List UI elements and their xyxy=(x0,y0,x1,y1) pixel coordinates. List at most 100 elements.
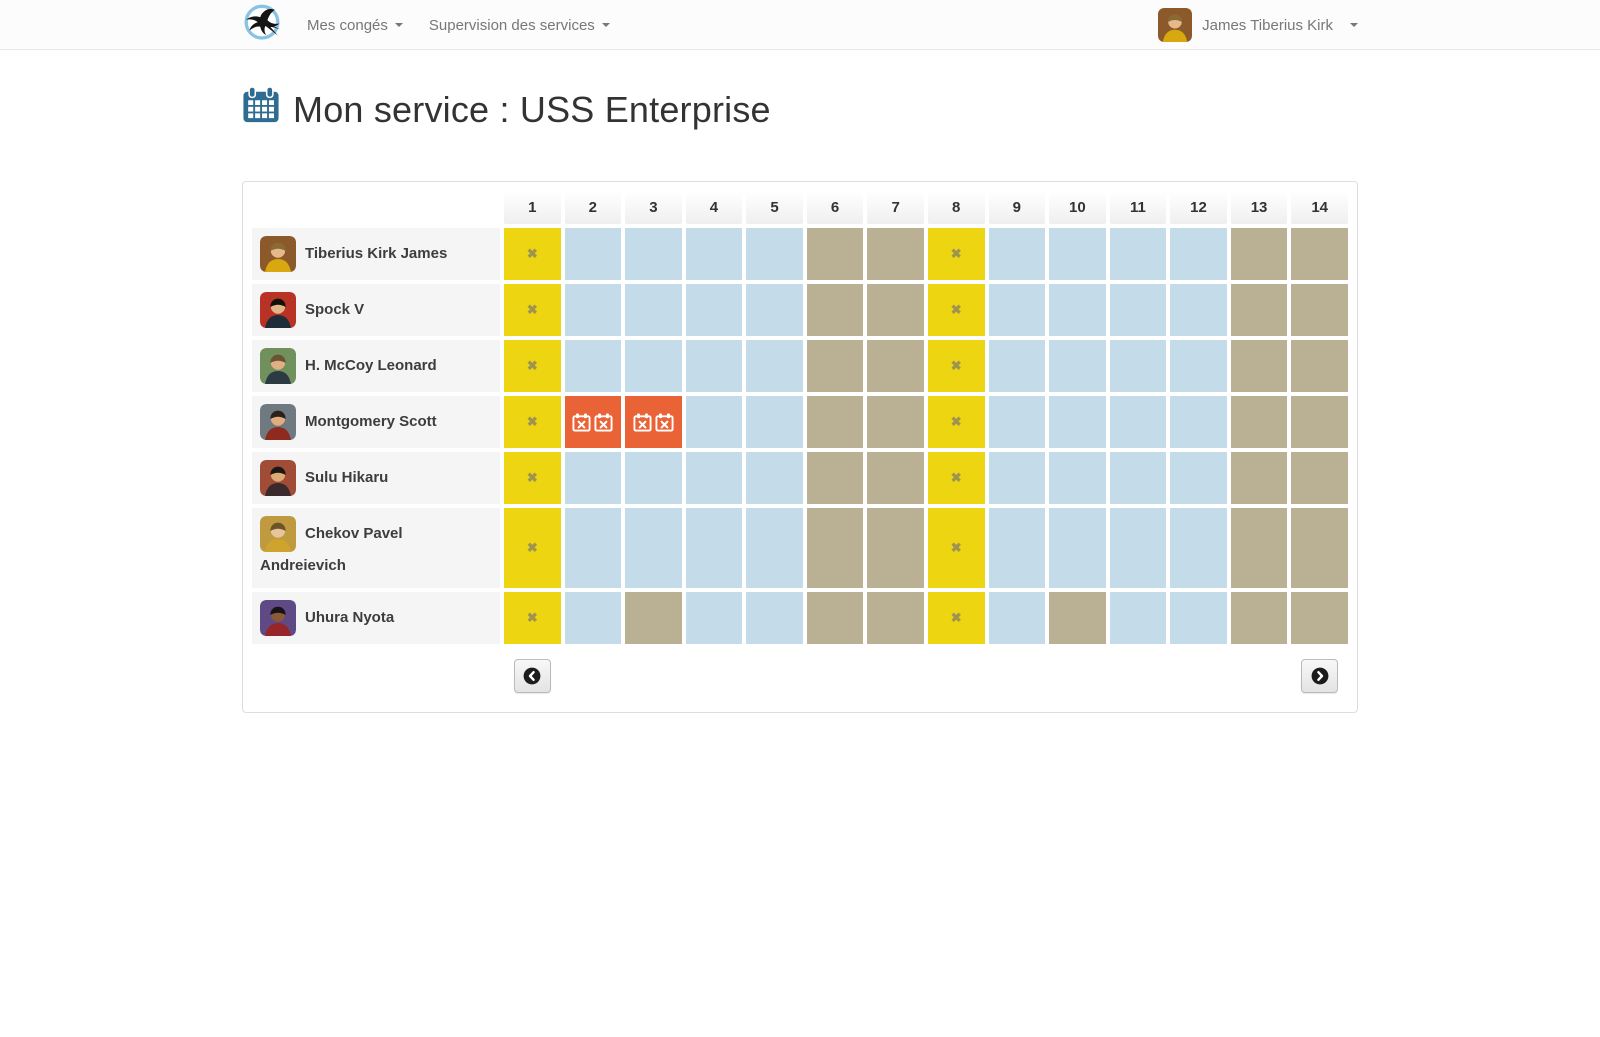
x-mark-icon: ✖ xyxy=(950,246,962,261)
member-name-label: Tiberius Kirk James xyxy=(305,244,448,262)
cell-h-mccoy-leonard-day-3 xyxy=(625,340,682,392)
cell-sulu-hikaru-day-13 xyxy=(1230,452,1288,504)
empty-cell xyxy=(928,648,985,703)
cell-montgomery-scott-day-9 xyxy=(988,396,1046,448)
cell-sulu-hikaru-day-5 xyxy=(746,452,803,504)
cell-montgomery-scott-day-7 xyxy=(867,396,924,448)
cell-sulu-hikaru-day-7 xyxy=(867,452,924,504)
menu-supervision-label: Supervision des services xyxy=(428,16,595,34)
cell-montgomery-scott-day-4 xyxy=(685,396,743,448)
pager-next-cell xyxy=(1291,648,1348,703)
cell-montgomery-scott-day-10 xyxy=(1049,396,1106,448)
day-header-4: 4 xyxy=(685,191,743,224)
cell-spock-v-day-4 xyxy=(685,284,743,336)
member-name-cell: Uhura Nyota xyxy=(252,592,500,644)
cell-tiberius-kirk-james-day-3 xyxy=(625,228,682,280)
empty-cell xyxy=(252,648,500,703)
x-mark-icon: ✖ xyxy=(950,540,962,555)
cell-spock-v-day-10 xyxy=(1049,284,1106,336)
cell-chekov-pavel-andreievich-day-11 xyxy=(1109,508,1167,588)
prev-page-button[interactable] xyxy=(513,659,551,693)
cell-sulu-hikaru-day-4 xyxy=(685,452,743,504)
cell-h-mccoy-leonard-day-10 xyxy=(1049,340,1106,392)
member-row: Montgomery Scott ✖ ✖ xyxy=(252,396,1348,448)
member-name-label: Uhura Nyota xyxy=(305,608,395,626)
cell-montgomery-scott-day-1: ✖ xyxy=(504,396,561,448)
x-mark-icon: ✖ xyxy=(526,302,538,317)
cell-tiberius-kirk-james-day-6 xyxy=(806,228,864,280)
cell-tiberius-kirk-james-day-11 xyxy=(1109,228,1167,280)
member-row: Spock V ✖ ✖ xyxy=(252,284,1348,336)
member-name-cell: Tiberius Kirk James xyxy=(252,228,500,280)
cell-h-mccoy-leonard-day-2 xyxy=(564,340,622,392)
cell-chekov-pavel-andreievich-day-4 xyxy=(685,508,743,588)
cell-spock-v-day-5 xyxy=(746,284,803,336)
cell-montgomery-scott-day-8: ✖ xyxy=(927,396,985,448)
empty-cell xyxy=(686,648,743,703)
brand-logo[interactable] xyxy=(242,3,282,48)
leave-request-icons xyxy=(566,412,621,432)
cell-montgomery-scott-day-13 xyxy=(1230,396,1288,448)
user-menu[interactable]: James Tiberius Kirk xyxy=(1158,8,1358,42)
navbar: Mes congés Supervision des services Jame… xyxy=(0,0,1600,50)
x-mark-icon: ✖ xyxy=(526,470,538,485)
cell-uhura-nyota-day-12 xyxy=(1170,592,1227,644)
caret-down-icon xyxy=(394,23,403,27)
cell-h-mccoy-leonard-day-4 xyxy=(685,340,743,392)
cell-tiberius-kirk-james-day-4 xyxy=(685,228,743,280)
cell-chekov-pavel-andreievich-day-14 xyxy=(1291,508,1348,588)
calendar-table: 1 2 3 4 5 6 7 8 9 10 11 12 13 14 Tiberius Kirk James ✖… xyxy=(248,187,1352,707)
cell-tiberius-kirk-james-day-12 xyxy=(1170,228,1227,280)
empty-cell xyxy=(565,648,622,703)
calendar-icon xyxy=(242,86,280,133)
x-mark-icon: ✖ xyxy=(950,414,962,429)
cell-tiberius-kirk-james-day-13 xyxy=(1230,228,1288,280)
day-header-6: 6 xyxy=(806,191,864,224)
cell-sulu-hikaru-day-11 xyxy=(1109,452,1167,504)
cell-chekov-pavel-andreievich-day-3 xyxy=(625,508,682,588)
member-name-label: Chekov Pavel Andreievich xyxy=(260,524,403,574)
cell-uhura-nyota-day-14 xyxy=(1291,592,1348,644)
cell-h-mccoy-leonard-day-14 xyxy=(1291,340,1348,392)
cell-spock-v-day-2 xyxy=(564,284,622,336)
next-page-button[interactable] xyxy=(1301,659,1339,693)
cell-sulu-hikaru-day-8: ✖ xyxy=(927,452,985,504)
cell-tiberius-kirk-james-day-10 xyxy=(1049,228,1106,280)
swallow-logo-icon xyxy=(242,3,282,48)
cell-chekov-pavel-andreievich-day-8: ✖ xyxy=(927,508,985,588)
chevron-right-circle-icon xyxy=(1311,667,1329,685)
cell-montgomery-scott-day-12 xyxy=(1170,396,1227,448)
member-row: H. McCoy Leonard ✖ ✖ xyxy=(252,340,1348,392)
member-name-cell: Montgomery Scott xyxy=(252,396,500,448)
cell-tiberius-kirk-james-day-9 xyxy=(988,228,1046,280)
x-mark-icon: ✖ xyxy=(526,246,538,261)
cell-uhura-nyota-day-4 xyxy=(685,592,743,644)
cell-chekov-pavel-andreievich-day-2 xyxy=(564,508,622,588)
pager-prev-cell xyxy=(504,648,561,703)
chevron-left-circle-icon xyxy=(523,667,541,685)
x-mark-icon: ✖ xyxy=(950,358,962,373)
x-mark-icon: ✖ xyxy=(526,414,538,429)
empty-cell xyxy=(807,648,864,703)
day-header-11: 11 xyxy=(1109,191,1167,224)
cell-uhura-nyota-day-9 xyxy=(988,592,1046,644)
cell-sulu-hikaru-day-14 xyxy=(1291,452,1348,504)
x-mark-icon: ✖ xyxy=(950,610,962,625)
empty-cell xyxy=(1231,648,1288,703)
x-mark-icon: ✖ xyxy=(950,302,962,317)
cell-sulu-hikaru-day-3 xyxy=(625,452,682,504)
member-name-label: Spock V xyxy=(305,300,365,318)
cell-sulu-hikaru-day-10 xyxy=(1049,452,1106,504)
x-mark-icon: ✖ xyxy=(526,358,538,373)
day-header-2: 2 xyxy=(564,191,622,224)
cell-spock-v-day-9 xyxy=(988,284,1046,336)
day-header-10: 10 xyxy=(1049,191,1106,224)
cell-uhura-nyota-day-3 xyxy=(625,592,682,644)
cell-sulu-hikaru-day-1: ✖ xyxy=(504,452,561,504)
cell-spock-v-day-3 xyxy=(625,284,682,336)
menu-mes-conges[interactable]: Mes congés xyxy=(294,0,416,50)
menu-supervision-des-services[interactable]: Supervision des services xyxy=(416,0,623,50)
pager-row xyxy=(252,648,1348,703)
cell-montgomery-scott-day-6 xyxy=(806,396,864,448)
cell-chekov-pavel-andreievich-day-10 xyxy=(1049,508,1106,588)
